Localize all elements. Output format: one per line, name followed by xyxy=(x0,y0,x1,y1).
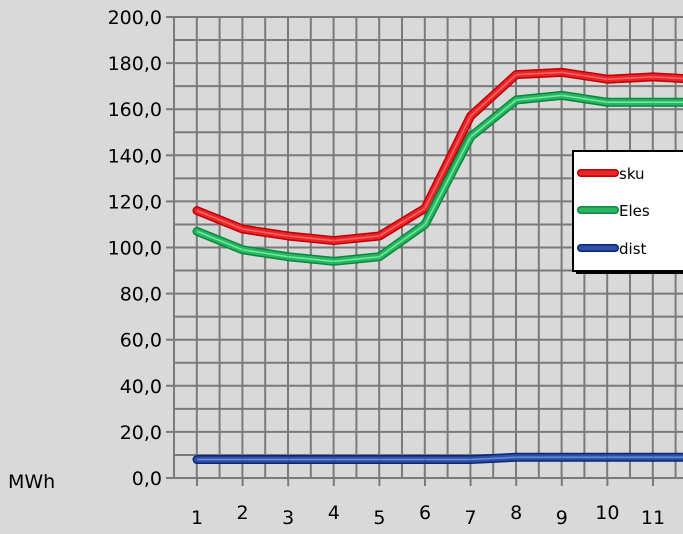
data-point xyxy=(470,136,471,137)
y-tick-label: 140,0 xyxy=(108,145,162,167)
data-point xyxy=(425,208,426,209)
x-tick-label: 7 xyxy=(465,507,477,529)
data-point xyxy=(425,459,426,460)
data-point xyxy=(516,457,517,458)
data-point xyxy=(607,457,608,458)
data-point xyxy=(470,116,471,117)
data-point xyxy=(607,102,608,103)
data-point xyxy=(425,224,426,225)
data-point xyxy=(197,210,198,211)
data-point xyxy=(561,95,562,96)
data-point xyxy=(333,459,334,460)
data-point xyxy=(333,261,334,262)
data-point xyxy=(470,459,471,460)
y-tick-label: 0,0 xyxy=(132,468,162,490)
data-point xyxy=(197,459,198,460)
x-tick-label: 9 xyxy=(556,507,568,529)
y-tick-label: 180,0 xyxy=(108,53,162,75)
y-tick-label: 100,0 xyxy=(108,238,162,260)
x-tick-label: 5 xyxy=(373,507,385,529)
data-point xyxy=(333,240,334,241)
x-tick-label: 8 xyxy=(510,502,522,524)
data-point xyxy=(379,235,380,236)
x-tick-label: 11 xyxy=(641,507,665,529)
series-dist-group xyxy=(197,457,683,460)
x-tick-label: 6 xyxy=(419,502,431,524)
data-point xyxy=(561,457,562,458)
x-tick-label: 3 xyxy=(282,507,294,529)
data-point xyxy=(379,256,380,257)
data-point xyxy=(653,457,654,458)
data-point xyxy=(653,76,654,77)
x-tick-label: 2 xyxy=(237,502,249,524)
legend-label: Eles xyxy=(619,202,650,220)
data-point xyxy=(561,72,562,73)
legend: sku Eles dist xyxy=(573,151,683,274)
data-point xyxy=(288,235,289,236)
y-tick-label: 120,0 xyxy=(108,191,162,213)
data-point xyxy=(653,102,654,103)
y-tick-label: 60,0 xyxy=(120,330,162,352)
data-point xyxy=(288,256,289,257)
y-tick-label: 200,0 xyxy=(108,7,162,29)
data-point xyxy=(242,229,243,230)
y-tick-label: 40,0 xyxy=(120,376,162,398)
legend-label: sku xyxy=(619,165,645,183)
x-tick-label: 1 xyxy=(191,507,203,529)
y-axis-unit-label: MWh xyxy=(8,471,55,493)
data-point xyxy=(242,459,243,460)
data-point xyxy=(516,74,517,75)
y-tick-label: 80,0 xyxy=(120,284,162,306)
legend-label: dist xyxy=(619,240,647,258)
y-tick-label: 160,0 xyxy=(108,99,162,121)
data-point xyxy=(379,459,380,460)
data-point xyxy=(516,99,517,100)
data-point xyxy=(197,231,198,232)
data-point xyxy=(288,459,289,460)
y-tick-label: 20,0 xyxy=(120,422,162,444)
data-point xyxy=(242,249,243,250)
x-tick-label: 4 xyxy=(328,502,340,524)
data-point xyxy=(607,79,608,80)
x-tick-label: 10 xyxy=(595,502,619,524)
